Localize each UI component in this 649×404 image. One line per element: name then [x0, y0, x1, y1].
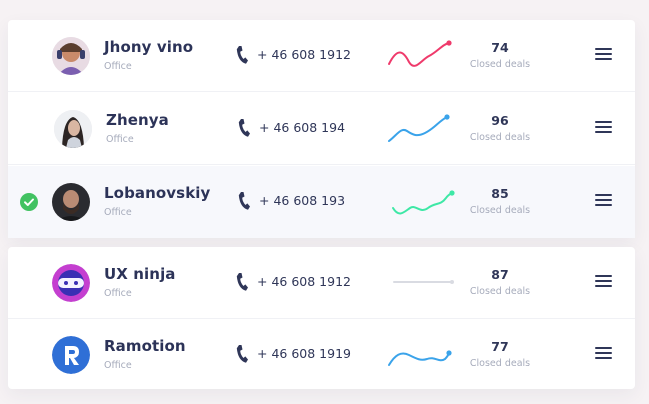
deals-sparkline — [388, 40, 452, 67]
contact-role: Office — [104, 360, 132, 371]
contact-row-ramotion[interactable]: Ramotion Office + 46 608 1919 77 Closed … — [8, 319, 635, 391]
avatar — [52, 336, 90, 374]
contact-row-ux-ninja[interactable]: UX ninja Office + 46 608 1912 87 Closed … — [8, 247, 635, 319]
contact-role: Office — [106, 134, 134, 145]
sparkline-path — [388, 42, 450, 67]
contact-row-jhony-vino[interactable]: Jhony vino Office + 46 608 1912 74 Close… — [8, 20, 635, 92]
sparkline-path — [388, 116, 448, 142]
closed-deals-count: 74 — [491, 40, 509, 55]
avatar — [52, 37, 90, 75]
closed-deals-count: 85 — [491, 186, 509, 201]
avatar — [52, 183, 90, 221]
phone-icon[interactable] — [235, 45, 249, 65]
closed-deals-count: 77 — [491, 339, 509, 354]
sparkline-end-dot — [446, 40, 452, 46]
closed-deals-label: Closed deals — [469, 132, 531, 143]
row-menu-icon[interactable] — [595, 47, 613, 63]
avatar — [54, 110, 92, 148]
contact-row-zhenya[interactable]: Zhenya Office + 46 608 194 96 Closed dea… — [8, 93, 635, 165]
contact-phone[interactable]: + 46 608 1919 — [257, 346, 351, 361]
sparkline-end-dot — [446, 350, 452, 356]
sparkline-end-dot — [444, 114, 450, 120]
selected-check-icon[interactable] — [20, 193, 38, 211]
contact-role: Office — [104, 61, 132, 72]
closed-deals-count: 87 — [491, 267, 509, 282]
closed-deals-label: Closed deals — [469, 205, 531, 216]
avatar — [52, 264, 90, 302]
deals-sparkline — [392, 190, 455, 215]
contact-row-lobanovskiy[interactable]: Lobanovskiy Office + 46 608 193 85 Close… — [8, 166, 635, 238]
phone-icon[interactable] — [235, 344, 249, 364]
contact-role: Office — [104, 207, 132, 218]
contact-name: Lobanovskiy — [104, 184, 211, 202]
contacts-card-secondary: UX ninja Office + 46 608 1912 87 Closed … — [8, 247, 635, 389]
sparkline-end-dot — [450, 280, 454, 284]
sparkline-path — [392, 192, 453, 215]
phone-icon[interactable] — [237, 118, 251, 138]
contact-name: Zhenya — [106, 111, 169, 129]
contact-phone[interactable]: + 46 608 1912 — [257, 47, 351, 62]
row-menu-icon[interactable] — [595, 274, 613, 290]
deals-sparkline — [388, 114, 450, 142]
phone-icon[interactable] — [237, 191, 251, 211]
contact-phone[interactable]: + 46 608 1912 — [257, 274, 351, 289]
contact-phone[interactable]: + 46 608 194 — [259, 120, 346, 135]
phone-icon[interactable] — [235, 272, 249, 292]
contact-role: Office — [104, 288, 132, 299]
contact-name: UX ninja — [104, 265, 176, 283]
contact-name: Jhony vino — [104, 38, 194, 56]
closed-deals-count: 96 — [491, 113, 509, 128]
deals-sparkline — [388, 350, 452, 366]
contact-name: Ramotion — [104, 337, 186, 355]
deals-sparkline — [393, 280, 454, 284]
row-menu-icon[interactable] — [595, 120, 613, 136]
sparkline-end-dot — [449, 190, 455, 196]
closed-deals-label: Closed deals — [469, 358, 531, 369]
contact-phone[interactable]: + 46 608 193 — [259, 193, 346, 208]
closed-deals-label: Closed deals — [469, 59, 531, 70]
contacts-card-primary: Jhony vino Office + 46 608 1912 74 Close… — [8, 20, 635, 238]
closed-deals-label: Closed deals — [469, 286, 531, 297]
sparkline-path — [388, 352, 450, 366]
row-menu-icon[interactable] — [595, 193, 613, 209]
row-menu-icon[interactable] — [595, 346, 613, 362]
